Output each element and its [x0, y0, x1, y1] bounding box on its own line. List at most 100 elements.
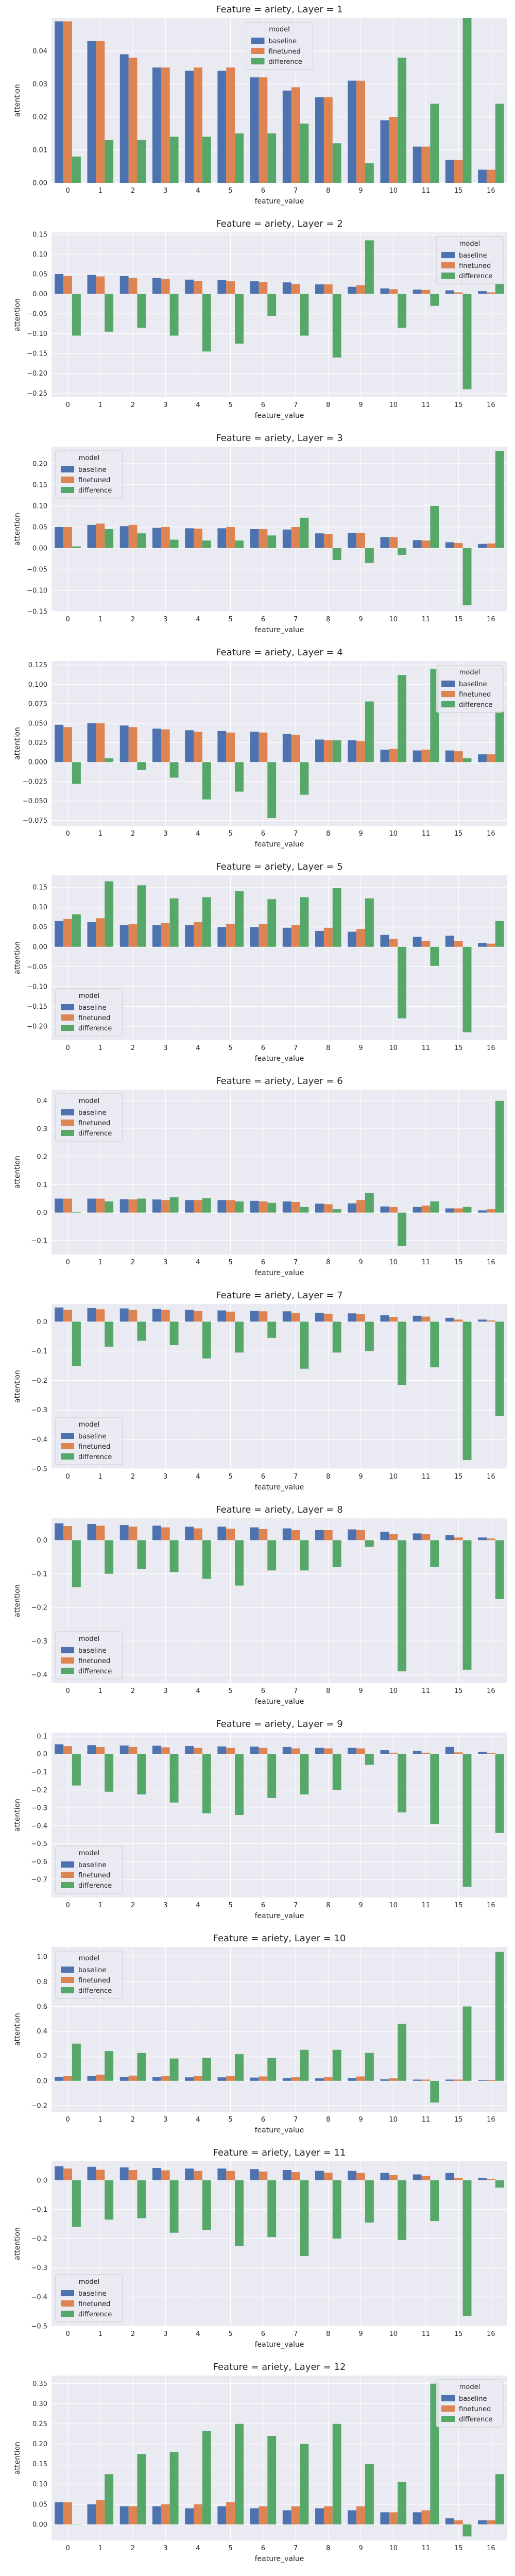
- bar-finetuned: [194, 732, 202, 762]
- x-tick-label: 7: [294, 187, 298, 195]
- y-tick-label: 0.025: [28, 739, 47, 747]
- legend-entry-finetuned: finetuned: [459, 691, 491, 699]
- bar-baseline: [152, 2077, 161, 2081]
- y-axis-label: attention: [13, 1799, 22, 1832]
- bar-baseline: [315, 533, 324, 548]
- bar-difference: [462, 758, 472, 762]
- legend: model baseline finetuned difference: [55, 450, 123, 499]
- bar-finetuned: [161, 1527, 170, 1540]
- legend-entry-difference: difference: [78, 1668, 112, 1675]
- legend-swatch-difference: [61, 1668, 74, 1674]
- bar-difference: [495, 1540, 504, 1599]
- bar-difference: [137, 533, 146, 548]
- bar-finetuned: [259, 1311, 268, 1322]
- bar-difference: [300, 294, 309, 336]
- bar-baseline: [152, 67, 161, 183]
- bar-difference: [169, 2058, 179, 2081]
- x-axis-label: feature_value: [255, 840, 304, 849]
- bar-baseline: [217, 1746, 227, 1754]
- y-tick-label: −0.5: [31, 1840, 47, 1848]
- y-tick-label: −0.3: [31, 1805, 47, 1812]
- y-tick-label: 0.04: [32, 48, 47, 56]
- bar-baseline: [445, 1317, 454, 1322]
- y-tick-label: 0.00: [32, 180, 47, 188]
- legend-entry-finetuned: finetuned: [78, 1014, 110, 1022]
- x-tick-label: 0: [65, 1902, 70, 1909]
- bar-difference: [430, 2180, 439, 2222]
- x-tick-label: 11: [422, 2116, 431, 2124]
- y-tick-label: −0.05: [27, 566, 47, 573]
- bar-difference: [462, 18, 472, 183]
- bar-baseline: [55, 1744, 64, 1754]
- bar-baseline: [87, 1524, 96, 1540]
- bar-finetuned: [63, 1198, 73, 1213]
- bar-difference: [462, 1207, 472, 1213]
- legend-title: model: [79, 1421, 99, 1429]
- legend-swatch-finetuned: [61, 1872, 74, 1878]
- y-tick-label: 0.2: [37, 2053, 47, 2060]
- legend: model baseline finetuned difference: [246, 22, 313, 70]
- bar-difference: [332, 888, 341, 947]
- legend-swatch-baseline: [61, 1967, 74, 1973]
- y-tick-label: 0.00: [32, 943, 47, 951]
- plot-background: [52, 232, 507, 397]
- legend-swatch-difference: [61, 1453, 74, 1460]
- bar-finetuned: [421, 941, 431, 947]
- bar-difference: [462, 946, 472, 1032]
- bar-baseline: [380, 2173, 389, 2180]
- x-tick-label: 7: [294, 1044, 298, 1052]
- bar-finetuned: [291, 925, 300, 947]
- bar-finetuned: [454, 543, 463, 548]
- legend-swatch-baseline: [61, 466, 74, 472]
- bar-difference: [202, 897, 211, 947]
- bar-baseline: [152, 1199, 161, 1213]
- bar-difference: [169, 539, 179, 548]
- bar-baseline: [55, 527, 64, 548]
- legend-swatch-finetuned: [441, 691, 455, 697]
- bar-difference: [72, 546, 81, 548]
- bar-baseline: [380, 750, 389, 762]
- y-tick-label: 0.20: [32, 460, 47, 468]
- x-tick-label: 6: [261, 2330, 265, 2338]
- bar-difference: [169, 762, 179, 778]
- bar-baseline: [282, 1528, 291, 1540]
- legend-box: [55, 1093, 123, 1142]
- y-tick-label: 0.10: [32, 904, 47, 911]
- x-tick-label: 2: [131, 1902, 135, 1909]
- legend: model baseline finetuned difference: [436, 236, 504, 284]
- chart-title: Feature = ariety, Layer = 1: [216, 4, 342, 15]
- bar-finetuned: [421, 1316, 431, 1322]
- y-tick-label: −0.6: [31, 1858, 47, 1866]
- legend-box: [55, 450, 123, 499]
- x-tick-label: 10: [389, 830, 398, 838]
- bar-baseline: [380, 120, 389, 183]
- x-tick-label: 3: [163, 1259, 167, 1266]
- bar-baseline: [185, 2508, 194, 2524]
- bar-finetuned: [454, 2520, 463, 2524]
- x-tick-label: 1: [98, 1044, 102, 1052]
- bar-baseline: [87, 1308, 96, 1322]
- bar-baseline: [348, 2510, 357, 2524]
- y-tick-label: 0.30: [32, 2400, 47, 2408]
- y-tick-label: −0.075: [23, 817, 47, 825]
- y-tick-label: 0.000: [28, 759, 47, 767]
- y-tick-label: −0.4: [31, 2294, 47, 2301]
- x-tick-label: 10: [389, 1687, 398, 1695]
- legend-swatch-difference: [441, 701, 455, 707]
- bar-difference: [202, 2431, 211, 2524]
- bar-baseline: [348, 740, 357, 762]
- bar-finetuned: [291, 2172, 300, 2180]
- bar-baseline: [315, 1204, 324, 1213]
- y-axis-label: attention: [13, 1156, 22, 1189]
- bar-finetuned: [194, 2076, 202, 2081]
- x-tick-label: 3: [163, 2545, 167, 2552]
- y-tick-label: 0.0: [37, 2177, 47, 2184]
- bar-difference: [430, 294, 439, 306]
- y-tick-label: 0.10: [32, 251, 47, 259]
- bar-baseline: [87, 1745, 96, 1754]
- bar-difference: [495, 711, 504, 762]
- legend-entry-finetuned: finetuned: [78, 2300, 110, 2308]
- bar-finetuned: [291, 1202, 300, 1213]
- bar-finetuned: [291, 2077, 300, 2081]
- bar-difference: [495, 1100, 504, 1213]
